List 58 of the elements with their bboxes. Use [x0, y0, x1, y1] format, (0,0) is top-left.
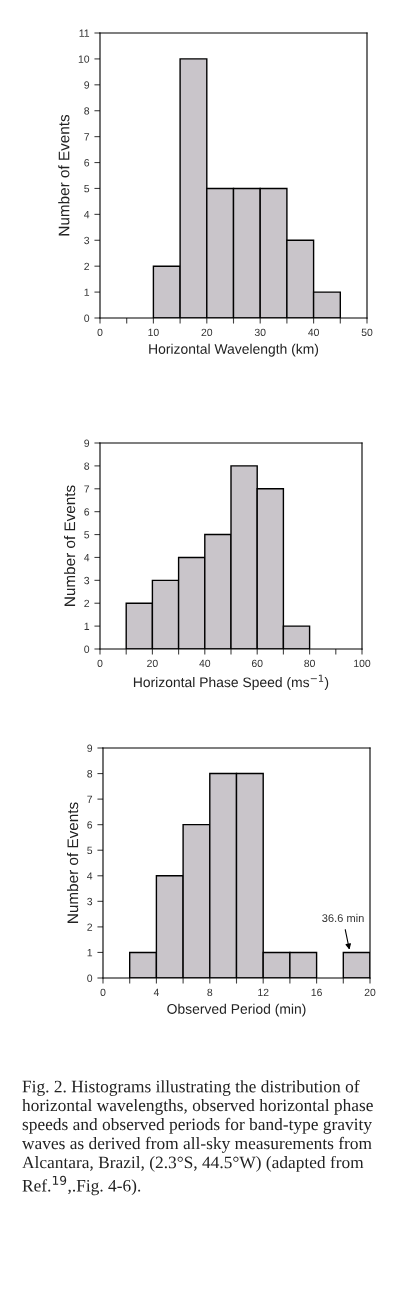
y-tick-label: 11	[79, 29, 90, 37]
y-tick-label: 4	[87, 872, 93, 880]
x-tick-label: 0	[100, 988, 106, 997]
y-tick-label: 5	[84, 531, 90, 539]
y-tick-label: 8	[84, 462, 90, 470]
y-tick-label: 7	[84, 485, 90, 493]
x-tick-label: 4	[153, 988, 159, 996]
y-tick-label: 0	[87, 974, 93, 982]
y-tick-label: 7	[87, 795, 93, 803]
y-tick-label: 3	[84, 576, 90, 585]
x-tick-label: 40	[308, 328, 319, 337]
x-tick-label: 30	[254, 328, 266, 337]
y-tick-label: 8	[84, 107, 90, 115]
x-tick-label: 20	[364, 988, 376, 997]
y-tick-label: 5	[84, 185, 90, 193]
x-tick-label: 100	[354, 659, 371, 668]
y-tick-label: 4	[84, 554, 90, 562]
y-tick-label: 3	[87, 897, 93, 906]
y-tick-label: 7	[84, 133, 90, 141]
y-tick-label: 8	[87, 770, 93, 778]
y-tick-label: 2	[87, 923, 93, 931]
y-tick-label: 5	[87, 846, 93, 855]
x-tick-label: 40	[199, 659, 211, 668]
x-tick-label: 10	[148, 328, 159, 337]
x-tick-label: 20	[201, 328, 213, 337]
y-tick-label: 6	[84, 159, 90, 167]
x-axis-title: Horizontal Phase Speed (ms$^{−1}$)	[133, 674, 329, 690]
y-tick-label: 1	[87, 949, 93, 957]
y-tick-label: 2	[84, 262, 90, 270]
x-tick-label: 0	[97, 659, 103, 668]
caption: Fig. 2. Histograms illustrating the distribution of horizontal wavelengths, observed horizontal phase speeds and observed periods for band-type gravity waves as derived from all-sky measurements from Alcantara, Brazil, (2.3°S, 44.5°W) (adapted from Ref.$^{19}$,.Fig. 4-6).	[22, 1080, 373, 1196]
x-tick-label: 12	[258, 988, 269, 996]
y-axis-title: Number of Events	[58, 114, 70, 236]
y-tick-label: 1	[84, 288, 90, 296]
y-tick-label: 0	[84, 314, 90, 322]
y-axis-title: Number of Events	[66, 802, 79, 923]
y-tick-label: 4	[84, 210, 90, 219]
y-tick-label: 6	[84, 508, 90, 516]
x-tick-label: 80	[304, 659, 315, 668]
y-tick-label: 9	[87, 744, 93, 752]
x-tick-label: 60	[251, 659, 263, 668]
y-tick-label: 9	[84, 81, 90, 89]
y-tick-label: 10	[78, 55, 90, 63]
y-axis-title: Number of Events	[63, 485, 76, 606]
y-tick-label: 1	[84, 622, 90, 630]
y-tick-label: 2	[84, 599, 90, 607]
x-tick-label: 0	[97, 328, 103, 337]
x-tick-label: 16	[311, 988, 322, 997]
y-tick-label: 6	[87, 821, 93, 829]
x-tick-label: 8	[207, 988, 213, 997]
y-tick-label: 9	[84, 439, 90, 447]
x-axis-title: Horizontal Wavelength (km)	[149, 343, 319, 357]
y-tick-label: 0	[84, 645, 90, 653]
x-axis-title: Observed Period (min)	[167, 1003, 306, 1017]
x-tick-label: 50	[361, 328, 373, 337]
x-tick-label: 20	[147, 659, 158, 668]
annotation: 36.6 min	[322, 913, 364, 922]
y-tick-label: 3	[84, 236, 90, 245]
